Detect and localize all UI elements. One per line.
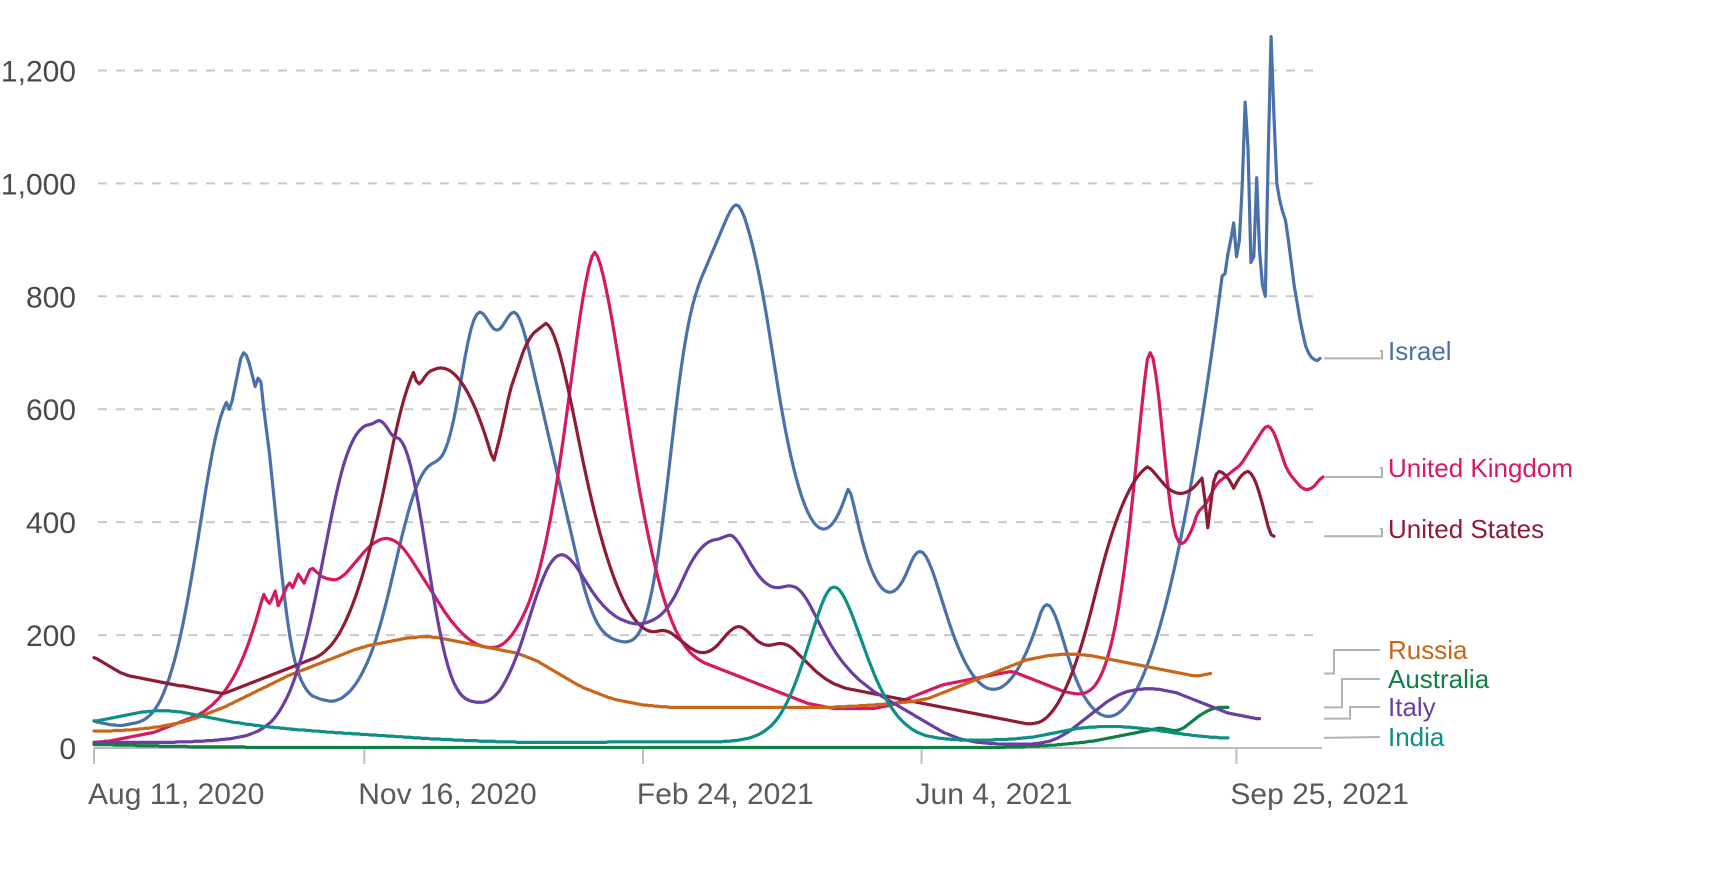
series-line-australia <box>92 705 1230 750</box>
legend-label-australia[interactable]: Australia <box>1388 664 1490 694</box>
legend-leader-line <box>1324 528 1383 538</box>
series-line-united-kingdom <box>92 250 1325 744</box>
legend-label-israel[interactable]: Israel <box>1388 336 1452 366</box>
y-axis-tick-label: 1,200 <box>1 55 76 88</box>
y-axis-tick-label: 600 <box>26 394 76 427</box>
gridlines-group <box>98 69 1322 637</box>
series-line-italy <box>92 418 1262 746</box>
legend-leader-line <box>1324 350 1383 360</box>
legend-label-india[interactable]: India <box>1388 722 1445 752</box>
legend-label-russia[interactable]: Russia <box>1388 635 1468 665</box>
legend-leader-line <box>1323 736 1381 739</box>
x-axis-tick-label: Jun 4, 2021 <box>916 778 1073 811</box>
legend-leader-line <box>1324 649 1380 675</box>
series-line-india <box>92 585 1230 744</box>
y-axis-ticks-group: 0 200 400 600 800 1,000 1,200 <box>1 55 76 766</box>
y-axis-tick-label: 200 <box>26 620 76 653</box>
x-axis-tick-label: Nov 16, 2020 <box>358 778 536 811</box>
series-line-russia <box>92 635 1213 733</box>
y-axis-tick-label: 400 <box>26 507 76 540</box>
series-line-israel <box>92 34 1322 728</box>
series-lines-group <box>92 34 1325 750</box>
y-axis-tick-label: 1,000 <box>1 168 76 201</box>
legend-leader-line <box>1324 678 1380 709</box>
legend-label-united-kingdom[interactable]: United Kingdom <box>1388 453 1573 483</box>
legend-leader-line <box>1324 706 1380 720</box>
x-axis-tick-label: Sep 25, 2021 <box>1230 778 1409 811</box>
legend-label-united-states[interactable]: United States <box>1388 514 1544 544</box>
x-axis-tick-label: Aug 11, 2020 <box>88 778 264 811</box>
y-axis-tick-label: 800 <box>26 281 76 314</box>
legend-group: Israel United Kingdom United States RussiaA… <box>1323 336 1573 752</box>
y-axis-tick-label: 0 <box>59 733 76 766</box>
x-axis-ticks-group: Aug 11, 2020 Nov 16, 2020 Feb 24, 2021 Jun … <box>88 748 1409 811</box>
legend-leader-line <box>1324 467 1383 478</box>
series-line-united-states <box>92 321 1276 726</box>
x-axis-tick-label: Feb 24, 2021 <box>637 778 814 811</box>
legend-label-italy[interactable]: Italy <box>1388 692 1436 722</box>
